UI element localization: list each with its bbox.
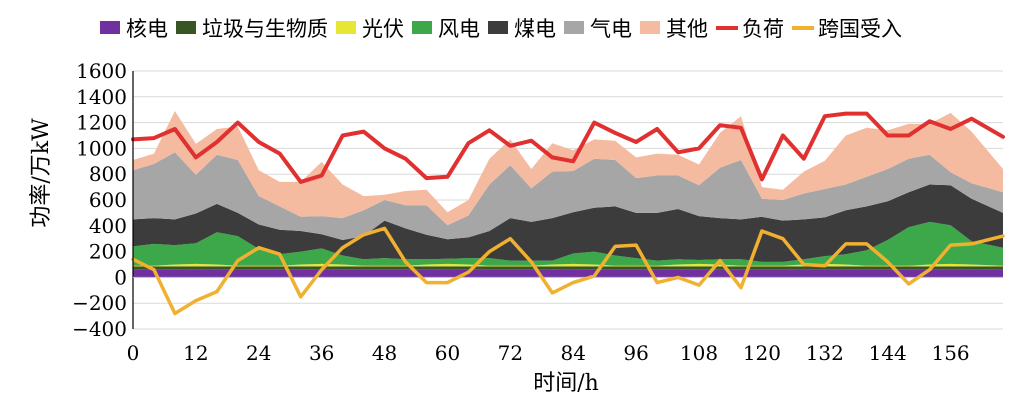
y-tick-label: 800 [89,162,127,186]
legend-label: 煤电 [514,17,556,41]
y-tick-label: 1600 [76,59,127,83]
x-tick-label: 12 [183,341,208,365]
y-tick-label: 1200 [76,111,127,135]
x-tick-label: 132 [806,341,844,365]
legend-label: 垃圾与生物质 [202,17,328,41]
x-tick-label: 60 [435,341,460,365]
legend-swatch [176,21,196,34]
x-tick-label: 0 [127,341,140,365]
legend-swatch [640,21,660,34]
x-tick-label: 84 [561,341,586,365]
legend-label: 负荷 [742,17,784,41]
y-tick-label: 200 [89,240,127,264]
legend-label: 气电 [590,17,632,41]
y-tick-label: 600 [89,188,127,212]
line-series-0 [131,111,1005,184]
legend-swatch [100,21,120,34]
x-tick-label: 156 [931,341,969,365]
legend: 核电 垃圾与生物质 光伏 风电 煤电 气电 其他 负荷 跨国受入 [100,17,902,41]
axes [132,71,1003,329]
y-tick-label: −200 [72,291,127,315]
x-tick-label: 36 [309,341,334,365]
y-tick-label: 1000 [76,136,127,160]
area-series-0 [133,269,1003,278]
legend-label: 风电 [438,17,480,41]
legend-swatch [488,21,508,34]
legend-swatch [412,21,432,34]
legend-label: 其他 [666,17,708,41]
x-axis-title: 时间/h [533,371,599,396]
area-series-5 [133,152,1003,240]
y-tick-label: 400 [89,214,127,238]
x-tick-label: 48 [372,341,397,365]
area-series-3 [133,221,1003,266]
y-axis-title: 功率/万kW [29,118,54,228]
stacked-areas [133,111,1003,278]
y-tick-label: 1400 [76,85,127,109]
legend-swatch [564,21,584,34]
x-tick-label: 108 [680,341,718,365]
legend-label: 跨国受入 [818,17,902,41]
x-tick-label: 144 [869,341,907,365]
area-series-6 [133,111,1003,226]
x-tick-label: 24 [246,341,271,365]
y-tick-label: −400 [72,317,127,341]
x-tick-label: 72 [498,341,523,365]
area-series-2 [133,263,1003,267]
legend-label: 光伏 [362,17,404,41]
legend-swatch [336,21,356,34]
y-tick-label: 0 [114,265,127,289]
line-series [131,111,1005,316]
legend-label: 核电 [126,17,168,41]
area-series-1 [133,266,1003,270]
x-tick-label: 120 [743,341,781,365]
line-series-1 [131,226,1005,316]
x-tick-labels: 0 12 24 36 48 60 72 84 96 108 120 132 144 156 [127,341,970,365]
x-tick-label: 96 [623,341,648,365]
